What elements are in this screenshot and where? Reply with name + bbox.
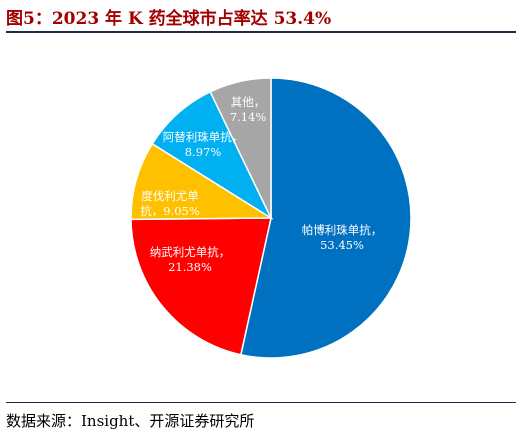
slice-category-label: 阿替利珠单抗，: [163, 130, 244, 144]
source-rule: [6, 402, 516, 403]
pie-slice: [151, 90, 273, 221]
slice-category-label: 度伐利尤单: [141, 189, 199, 203]
pie-slice: [239, 77, 412, 359]
slice-value-label: 抗，9.05%: [140, 204, 200, 218]
slice-value-label: 21.38%: [168, 260, 212, 274]
title-rule: [6, 31, 516, 33]
slice-category-label: 帕博利珠单抗，: [302, 223, 383, 237]
slice-value-label: 7.14%: [230, 110, 267, 124]
pie-slice: [130, 217, 272, 356]
source-note: 数据来源：Insight、开源证券研究所: [6, 412, 255, 430]
slice-category-label: 纳武利尤单抗，: [150, 245, 231, 259]
pie-slice: [130, 142, 274, 221]
figure-title: 图5：2023 年 K 药全球市占率达 53.4%: [6, 9, 332, 29]
pie-slice: [209, 77, 272, 219]
slice-value-label: 53.45%: [320, 238, 364, 252]
slice-category-label: 其他，: [231, 95, 266, 109]
slice-value-label: 8.97%: [185, 145, 222, 159]
